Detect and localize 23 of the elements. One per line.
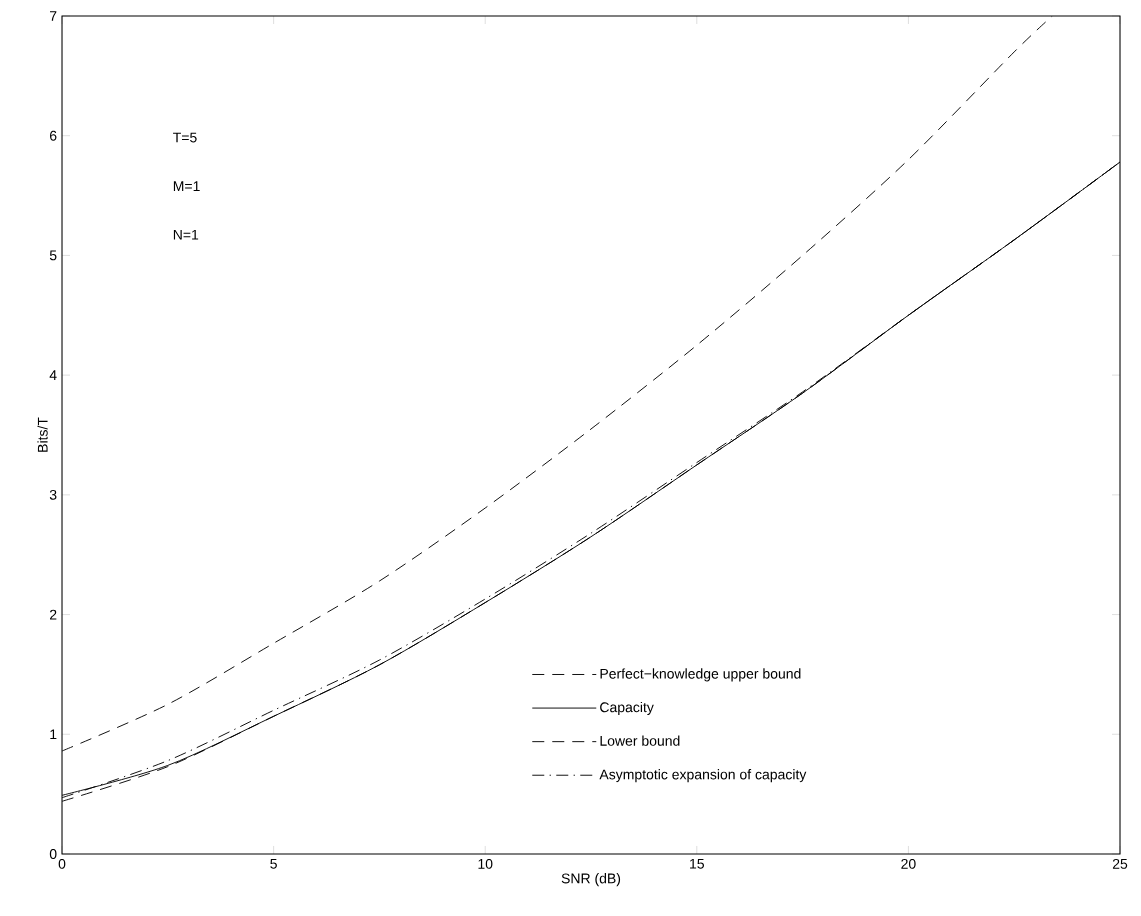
x-tick-label: 20 bbox=[901, 858, 916, 869]
legend-label: Perfect−knowledge upper bound bbox=[600, 668, 801, 682]
legend-label: Lower bound bbox=[600, 735, 680, 746]
y-tick-label: 1 bbox=[50, 729, 57, 740]
y-tick-label: 0 bbox=[49, 849, 57, 859]
x-tick-label: 15 bbox=[690, 858, 704, 869]
y-tick-label: 7 bbox=[50, 11, 57, 21]
y-tick-label: 6 bbox=[50, 130, 57, 141]
x-tick-label: 0 bbox=[58, 858, 66, 869]
y-axis-title: Bits/T bbox=[37, 417, 48, 452]
y-tick-label: 3 bbox=[49, 489, 57, 500]
y-tick-label: 4 bbox=[49, 370, 57, 380]
annotation: T=5 bbox=[173, 132, 197, 143]
annotation: N=1 bbox=[173, 229, 199, 240]
legend-label: Asymptotic expansion of capacity bbox=[599, 769, 807, 783]
legend-label: Capacity bbox=[600, 701, 654, 715]
y-tick-label: 5 bbox=[49, 250, 57, 261]
y-tick-label: 2 bbox=[50, 609, 57, 620]
x-tick-label: 10 bbox=[478, 858, 493, 869]
x-tick-label: 25 bbox=[1112, 858, 1128, 869]
annotation: M=1 bbox=[173, 181, 200, 191]
x-tick-label: 5 bbox=[270, 858, 277, 869]
x-axis-title: SNR (dB) bbox=[561, 873, 621, 887]
